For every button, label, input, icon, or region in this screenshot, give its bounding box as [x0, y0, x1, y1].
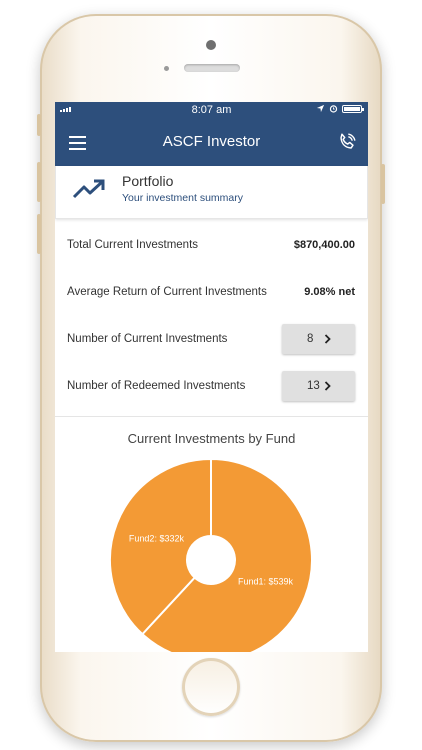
- count-value: 13: [307, 380, 320, 392]
- app-title: ASCF Investor: [162, 133, 261, 150]
- chevron-right-icon: [324, 334, 331, 344]
- app-screen: 8:07 am ASCF Investor Portfolio Your inv…: [55, 102, 368, 652]
- battery-icon: [342, 104, 364, 113]
- count-value: 8: [307, 333, 314, 345]
- pie-slice-fund1[interactable]: [140, 457, 313, 652]
- fund-pie-chart: Fund1: $539k Fund2: $332k: [109, 457, 313, 652]
- summary-value: $870,400.00: [293, 239, 355, 251]
- portfolio-subtitle: Your investment summary: [122, 192, 243, 204]
- section-divider: [55, 416, 368, 417]
- chart-title: Current Investments by Fund: [127, 431, 296, 446]
- location-icon: [316, 104, 325, 113]
- home-button[interactable]: [182, 658, 240, 716]
- current-investments-button[interactable]: 8: [282, 324, 355, 354]
- trending-up-icon: [72, 179, 105, 199]
- pie-label-fund1: Fund1: $539k: [238, 576, 294, 586]
- chevron-right-icon: [324, 381, 331, 391]
- pie-slice-fund2[interactable]: [109, 457, 212, 636]
- alarm-icon: [329, 105, 338, 113]
- count-label: Number of Current Investments: [67, 333, 228, 345]
- front-sensor: [206, 40, 216, 50]
- count-label: Number of Redeemed Investments: [67, 380, 246, 392]
- summary-value: 9.08% net: [304, 286, 355, 298]
- earpiece-speaker: [184, 64, 240, 72]
- status-bar: 8:07 am: [55, 102, 368, 119]
- power-button: [381, 164, 385, 204]
- summary-label: Total Current Investments: [67, 239, 199, 251]
- summary-label: Average Return of Current Investments: [67, 286, 267, 298]
- phone-call-icon[interactable]: [336, 131, 358, 153]
- menu-icon[interactable]: [69, 136, 86, 150]
- status-time: 8:07 am: [191, 104, 232, 116]
- portfolio-card[interactable]: Portfolio Your investment summary: [55, 166, 368, 219]
- pie-label-fund2: Fund2: $332k: [129, 534, 185, 544]
- volume-up-button: [37, 162, 41, 202]
- front-camera: [164, 66, 169, 71]
- silent-switch: [37, 114, 41, 136]
- portfolio-title: Portfolio: [122, 173, 174, 189]
- signal-icon: [60, 107, 71, 112]
- volume-down-button: [37, 214, 41, 254]
- redeemed-investments-button[interactable]: 13: [282, 371, 355, 401]
- app-header: ASCF Investor: [55, 119, 368, 166]
